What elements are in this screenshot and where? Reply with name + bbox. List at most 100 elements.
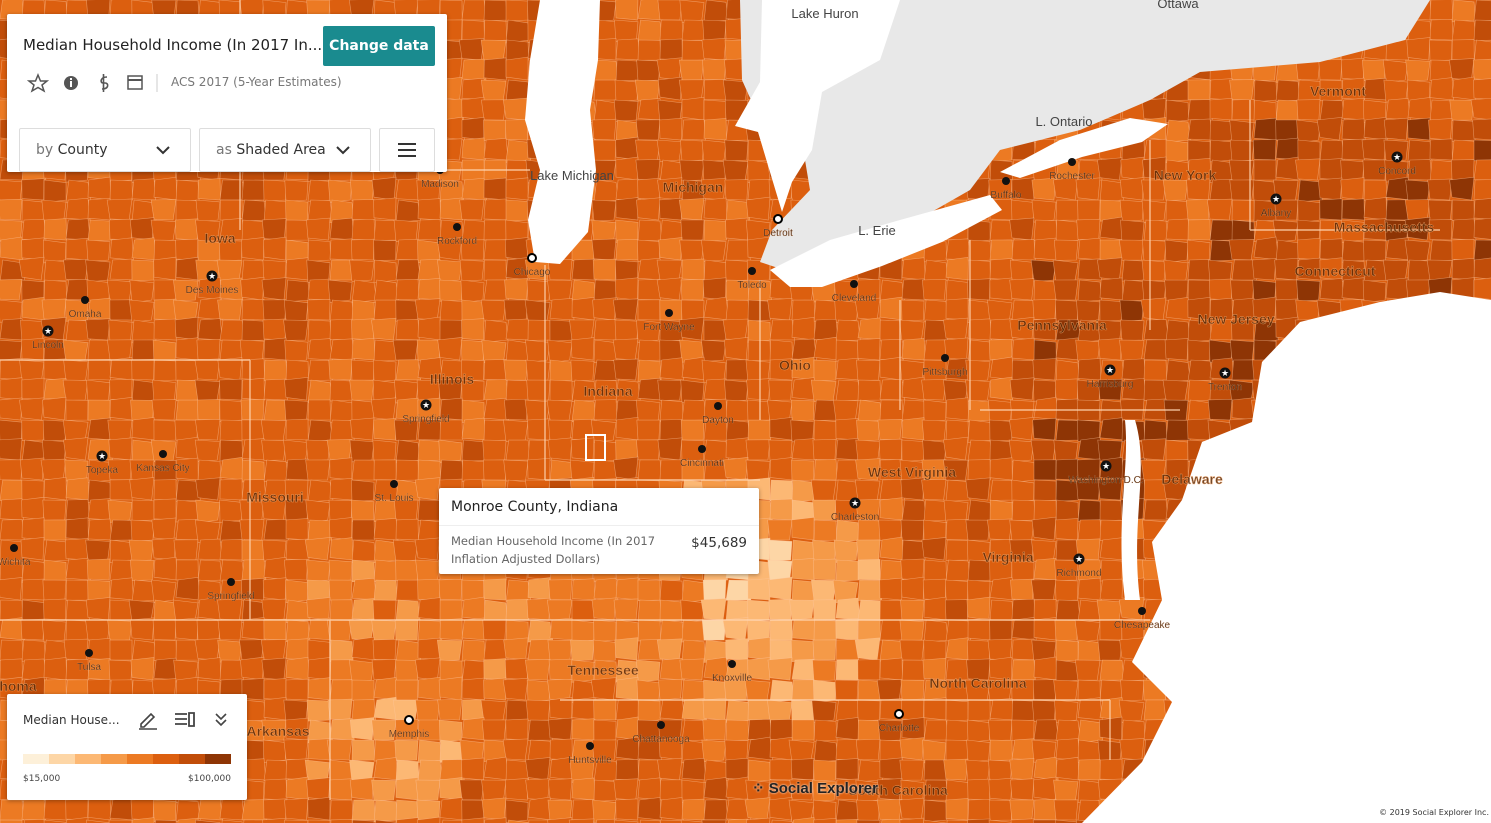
county bbox=[371, 176, 397, 201]
county bbox=[813, 459, 838, 481]
county bbox=[1319, 238, 1344, 261]
county bbox=[62, 339, 89, 364]
city-label: Albany bbox=[1261, 208, 1292, 219]
county bbox=[219, 478, 243, 501]
city-label: Concord bbox=[1378, 166, 1416, 177]
county bbox=[921, 537, 947, 561]
currency-icon[interactable] bbox=[100, 74, 109, 92]
county bbox=[681, 258, 705, 281]
county bbox=[284, 339, 309, 363]
county bbox=[835, 717, 861, 741]
legend-title: Median House... bbox=[23, 713, 120, 727]
county bbox=[349, 777, 375, 801]
county bbox=[129, 559, 155, 581]
county bbox=[306, 597, 331, 621]
county bbox=[593, 719, 617, 742]
county bbox=[593, 79, 618, 101]
county bbox=[481, 797, 507, 821]
county bbox=[570, 437, 595, 461]
capital-star: ★ bbox=[1393, 153, 1401, 163]
county bbox=[21, 798, 47, 821]
region-label: homa bbox=[0, 678, 37, 694]
county bbox=[899, 639, 925, 661]
county bbox=[129, 477, 155, 501]
water bbox=[1082, 292, 1491, 823]
county bbox=[681, 96, 705, 121]
county bbox=[502, 97, 529, 121]
capital-star: ★ bbox=[1221, 369, 1229, 379]
county bbox=[769, 479, 794, 502]
county bbox=[65, 237, 89, 261]
county bbox=[769, 758, 793, 781]
county bbox=[945, 238, 971, 261]
county bbox=[989, 599, 1014, 622]
county bbox=[1231, 259, 1257, 281]
county bbox=[700, 598, 727, 621]
county bbox=[1231, 297, 1257, 321]
county bbox=[483, 677, 507, 701]
county bbox=[131, 259, 155, 282]
county bbox=[1363, 197, 1388, 221]
county bbox=[945, 257, 970, 281]
calendar-icon[interactable] bbox=[127, 75, 143, 90]
county bbox=[923, 399, 947, 423]
county bbox=[1318, 59, 1343, 81]
capital-star: ★ bbox=[1102, 462, 1110, 472]
county bbox=[1451, 218, 1477, 241]
county bbox=[21, 199, 45, 223]
county bbox=[395, 639, 422, 664]
favorite-icon[interactable] bbox=[27, 73, 50, 93]
county bbox=[1031, 177, 1057, 201]
county bbox=[285, 279, 311, 303]
county bbox=[1099, 417, 1126, 441]
county bbox=[505, 598, 530, 621]
county bbox=[612, 338, 639, 361]
county bbox=[197, 318, 223, 341]
county bbox=[349, 659, 375, 684]
county bbox=[678, 198, 705, 221]
county bbox=[965, 519, 991, 541]
county bbox=[64, 538, 89, 561]
edit-icon[interactable] bbox=[139, 712, 157, 730]
county bbox=[1097, 338, 1123, 361]
county bbox=[1229, 79, 1255, 101]
county bbox=[1186, 418, 1211, 441]
county bbox=[1033, 776, 1057, 801]
city-label: Wichita bbox=[0, 557, 31, 568]
county bbox=[483, 57, 507, 81]
county bbox=[196, 338, 221, 361]
county bbox=[615, 156, 639, 181]
county bbox=[439, 319, 463, 341]
county bbox=[1030, 439, 1057, 461]
county bbox=[989, 479, 1015, 501]
county bbox=[1096, 599, 1123, 623]
county bbox=[615, 136, 639, 161]
menu-button[interactable] bbox=[379, 128, 435, 172]
display-select[interactable]: as Shaded Area bbox=[199, 128, 371, 172]
county bbox=[395, 518, 419, 541]
county bbox=[856, 419, 881, 442]
city-label: Richmond bbox=[1056, 568, 1101, 579]
county bbox=[439, 599, 463, 621]
county bbox=[1077, 577, 1102, 601]
county bbox=[898, 797, 925, 821]
county bbox=[307, 479, 334, 503]
county bbox=[505, 318, 531, 341]
county bbox=[680, 219, 705, 241]
county bbox=[901, 659, 926, 681]
geography-select[interactable]: by County bbox=[19, 128, 191, 172]
county bbox=[460, 239, 485, 261]
county bbox=[87, 219, 113, 242]
county bbox=[571, 258, 597, 281]
change-data-button[interactable]: Change data bbox=[323, 26, 435, 66]
county bbox=[438, 676, 463, 701]
county bbox=[1451, 119, 1476, 142]
county bbox=[659, 797, 684, 821]
layout-icon[interactable] bbox=[175, 712, 195, 727]
legend-min: $15,000 bbox=[23, 774, 61, 784]
county bbox=[0, 658, 23, 681]
county bbox=[767, 519, 793, 541]
county bbox=[1429, 19, 1454, 41]
collapse-icon[interactable] bbox=[215, 713, 227, 727]
county bbox=[395, 679, 419, 701]
